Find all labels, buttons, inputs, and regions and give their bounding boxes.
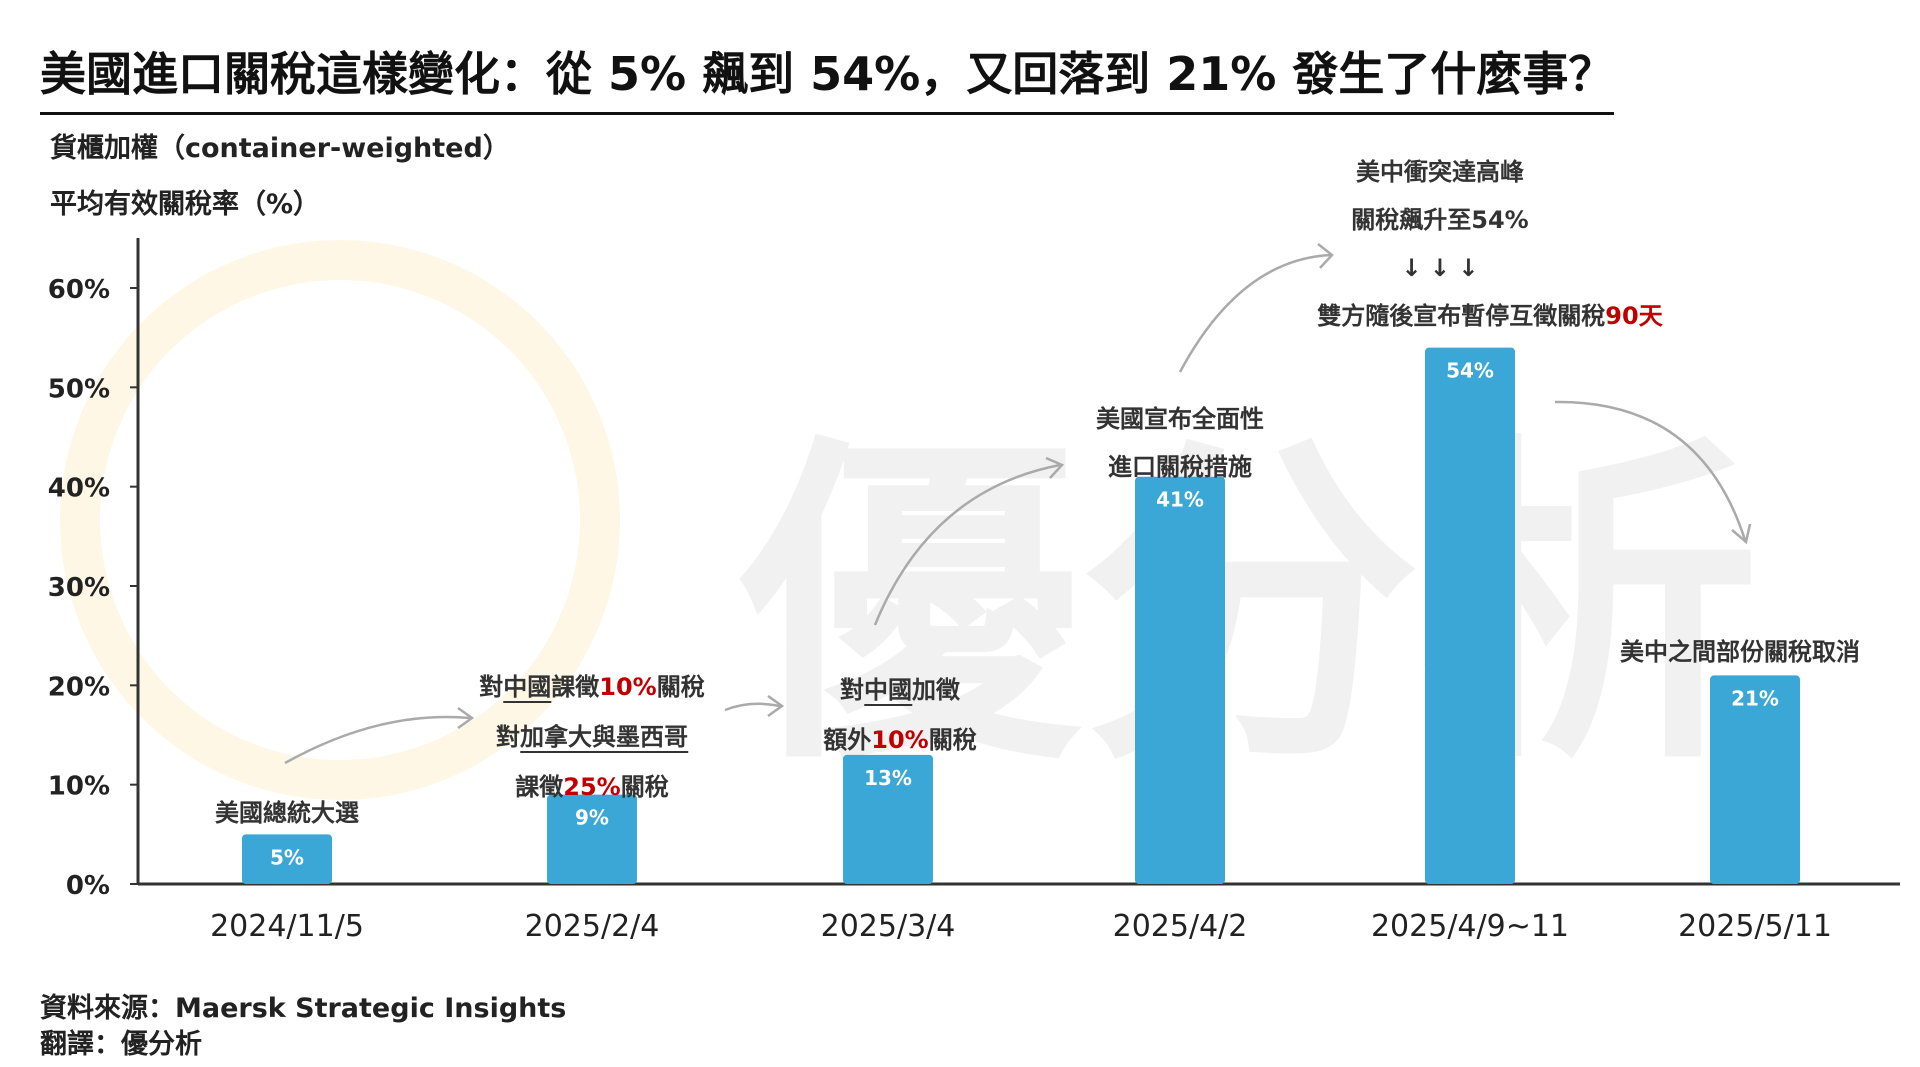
arrow-4-head (1317, 243, 1334, 269)
arrow-1 (284, 715, 471, 765)
a3-l2-pre: 額外 (823, 726, 872, 754)
y-tick-label: 20% (48, 672, 110, 702)
a2-l2-pre: 對 (495, 723, 520, 751)
arrow-4 (1178, 253, 1331, 373)
a5-down-arrows: ↓ ↓ ↓ (1401, 254, 1479, 282)
translation-credit: 翻譯：優分析 (40, 1029, 202, 1060)
a2-l3-post: 關稅 (620, 773, 669, 801)
annotation-peak: 美中衝突達高峰 關稅飆升至54% ↓ ↓ ↓ 雙方隨後宣布暫停互徵關稅90天 (1317, 148, 1662, 340)
x-tick-label: 2025/4/9~11 (1371, 909, 1569, 944)
a2-l3-red: 25% (563, 773, 621, 801)
arrow-2 (724, 702, 781, 712)
bar (1710, 675, 1800, 884)
bar (843, 754, 933, 884)
a5-l4-red: 90天 (1605, 302, 1663, 330)
axes: 0% 10% 20% 30% 40% 50% 60% 2024/11/5 2025/2/4 202… (48, 238, 1900, 944)
bar (547, 794, 637, 884)
arrow-5 (1554, 400, 1747, 541)
bar-value-label: 9% (575, 806, 609, 830)
bar (1425, 347, 1515, 885)
y-tick-label: 10% (48, 772, 110, 802)
arrow-5-head (1731, 523, 1752, 545)
a2-l1-red: 10% (599, 673, 657, 701)
annotation-feb-tariffs: 對中國課徵10%關稅 對加拿大與墨西哥 課徵25%關稅 (479, 662, 705, 812)
annotation-mar-tariffs: 對中國加徵 額外10%關稅 (823, 665, 977, 765)
a5-line2: 關稅飆升至54% (1351, 206, 1529, 234)
x-tick-label: 2025/4/2 (1113, 909, 1248, 944)
a2-l1-mid: 課徵 (551, 673, 600, 701)
a3-l2-red: 10% (871, 726, 929, 754)
y-tick-label: 60% (48, 275, 110, 305)
bar-value-label: 5% (270, 845, 304, 869)
source-line: 資料來源：Maersk Strategic Insights (40, 993, 567, 1024)
a2-l1-ul: 中國 (503, 673, 552, 703)
y-tick-label: 40% (48, 474, 110, 504)
annotation-arrows (284, 243, 1752, 765)
a4-line2: 進口關稅措施 (1108, 453, 1252, 481)
y-tick-label: 0% (66, 871, 110, 901)
arrow-3-head (1045, 456, 1065, 479)
annotation-apr2: 美國宣布全面性 進口關稅措施 (1096, 395, 1264, 491)
y-axis-label-line1: 貨櫃加權（container-weighted） (50, 133, 510, 164)
a2-l3-pre: 課徵 (515, 773, 564, 801)
y-tick-label: 30% (48, 573, 110, 603)
x-tick-label: 2024/11/5 (210, 909, 364, 944)
arrow-1-head (457, 706, 475, 730)
a3-l1-pre: 對 (839, 676, 864, 704)
x-tick-label: 2025/2/4 (525, 909, 660, 944)
arrow-2-head (767, 694, 785, 718)
a2-l1-pre: 對 (479, 673, 504, 701)
a5-l4-pre: 雙方隨後宣布暫停互徵關稅 (1317, 302, 1606, 330)
a5-line1: 美中衝突達高峰 (1356, 158, 1524, 186)
x-tick-label: 2025/5/11 (1678, 909, 1832, 944)
bar-value-label: 13% (864, 766, 912, 790)
a3-l1-ul: 中國 (863, 676, 912, 706)
bar-value-label: 41% (1156, 488, 1204, 512)
x-tick-label: 2025/3/4 (821, 909, 956, 944)
bar-value-label: 54% (1446, 359, 1494, 383)
watermark: 優分析 (740, 409, 1760, 805)
arrow-3 (873, 463, 1061, 626)
a2-l1-post: 關稅 (656, 673, 705, 701)
page-title: 美國進口關稅這樣變化：從 5% 飆到 54%，又回落到 21% 發生了什麼事？ (40, 38, 1615, 115)
y-axis-label-line2: 平均有效關稅率（%） (50, 189, 321, 220)
a3-l1-post: 加徵 (911, 676, 960, 704)
bar (1135, 476, 1225, 884)
a2-l2-ul: 加拿大與墨西哥 (519, 723, 688, 753)
y-tick-label: 50% (48, 374, 110, 404)
annotation-election: 美國總統大選 (215, 793, 359, 828)
bar (242, 834, 332, 884)
annotation-election-text: 美國總統大選 (215, 799, 359, 827)
a3-l2-post: 關稅 (928, 726, 977, 754)
a4-line1: 美國宣布全面性 (1096, 405, 1264, 433)
bar-value-label: 21% (1731, 686, 1779, 710)
annotation-may11: 美中之間部份關稅取消 (1620, 632, 1860, 667)
bars: 5% 9% 13% 41% 54% 21% (242, 347, 1800, 885)
a6-line1: 美中之間部份關稅取消 (1620, 638, 1860, 666)
